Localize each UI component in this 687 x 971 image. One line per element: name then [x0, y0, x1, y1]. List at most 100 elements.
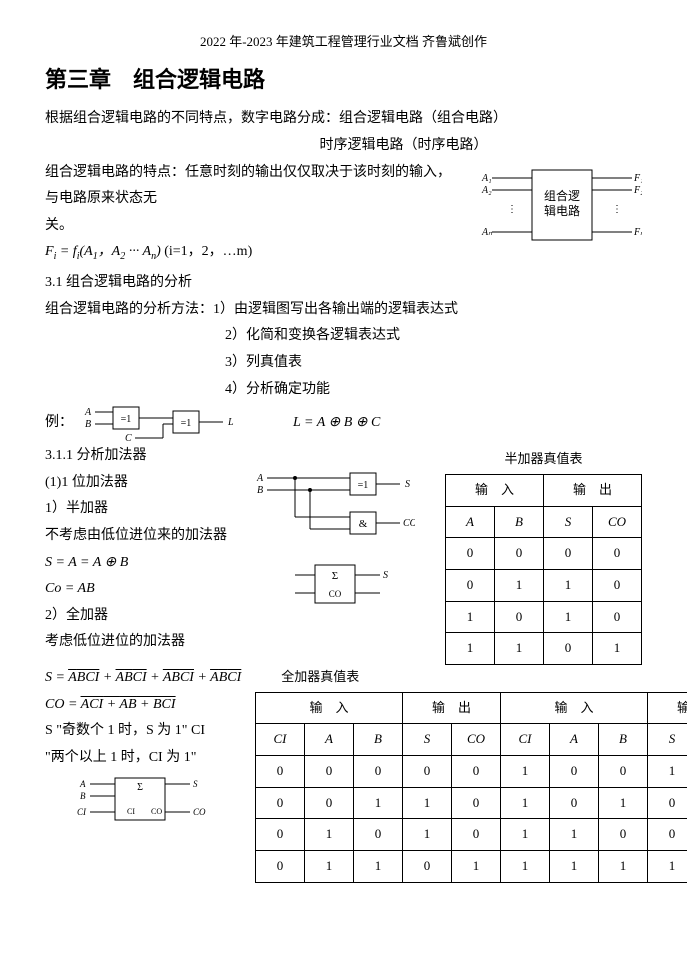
ft-in1: 输 入: [256, 692, 403, 724]
full-col: A: [305, 724, 354, 756]
table-row: 1010: [446, 601, 642, 633]
ft-in2: 输 入: [501, 692, 648, 724]
cell: 0: [446, 569, 495, 601]
cell: 1: [354, 787, 403, 819]
example-eq: L = A ⊕ B ⊕ C: [293, 410, 380, 437]
f-F: F: [45, 244, 54, 259]
cell: 0: [495, 538, 544, 570]
full-note-1: S "奇数个 1 时，S 为 1" CI: [45, 718, 245, 745]
cell: 1: [501, 851, 550, 883]
half-col: S: [544, 506, 593, 538]
block-diagram: 组合逻 辑电路 A₁ A₂ ⋮ Aₙ F₁ F₂ ⋮ Fₘ: [472, 160, 642, 255]
cell: 0: [599, 819, 648, 851]
svg-text:L: L: [227, 417, 234, 428]
full-col: S: [403, 724, 452, 756]
svg-text:B: B: [85, 419, 91, 430]
ht-out: 输 出: [544, 474, 642, 506]
sigma-box: Σ CO S: [285, 557, 405, 612]
ht-in: 输 入: [446, 474, 544, 506]
svg-text:⋮: ⋮: [507, 204, 517, 215]
fS-pre: S =: [45, 670, 68, 685]
cell: 1: [403, 819, 452, 851]
step-4: 4）分析确定功能: [225, 377, 642, 404]
cell: 1: [305, 851, 354, 883]
half-col: B: [495, 506, 544, 538]
table-row: 1101: [446, 633, 642, 665]
svg-text:A₂: A₂: [481, 185, 492, 196]
cell: 0: [495, 601, 544, 633]
cell: 0: [305, 756, 354, 788]
chapter-title: 第三章 组合逻辑电路: [45, 59, 642, 101]
cell: 0: [354, 756, 403, 788]
cell: 0: [446, 538, 495, 570]
cell: 0: [403, 756, 452, 788]
feature-line-b: 关。: [45, 213, 462, 240]
full-note-2: "两个以上 1 时，CI 为 1": [45, 745, 245, 772]
full-CO-eq: CO = ACI + AB + BCI: [45, 692, 245, 719]
cell: 0: [256, 819, 305, 851]
cell: 0: [452, 787, 501, 819]
half-eq1: S = A = A ⊕ B: [45, 550, 245, 577]
cell: 0: [452, 756, 501, 788]
cell: 0: [593, 601, 642, 633]
analysis-method: 组合逻辑电路的分析方法：1）由逻辑图写出各输出端的逻辑表达式: [45, 297, 642, 324]
cell: 0: [544, 633, 593, 665]
svg-text:A: A: [84, 407, 92, 418]
cell: 0: [305, 787, 354, 819]
half-table-caption: 半加器真值表: [445, 447, 642, 472]
half-adder-circuit: A B =1 S & CO: [255, 469, 415, 549]
full-col: B: [599, 724, 648, 756]
f-rest: ，A: [98, 244, 121, 259]
cell: 1: [446, 633, 495, 665]
cell: 0: [256, 851, 305, 883]
full-label: 2）全加器: [45, 603, 245, 630]
ft-out1: 输 出: [403, 692, 501, 724]
cell: 1: [495, 569, 544, 601]
cell: 0: [452, 819, 501, 851]
full-table-caption: 全加器真值表: [281, 665, 359, 690]
cell: 1: [550, 851, 599, 883]
cell: 1: [452, 851, 501, 883]
cell: 1: [446, 601, 495, 633]
fS-3: ABCI: [163, 670, 194, 685]
full-col: B: [354, 724, 403, 756]
cell: 0: [550, 787, 599, 819]
half-eq2: Co = AB: [45, 576, 245, 603]
table-row: 0000: [446, 538, 642, 570]
cell: 1: [501, 819, 550, 851]
svg-text:=1: =1: [121, 414, 132, 425]
f-p1: (A: [79, 244, 92, 259]
feature-line: 组合逻辑电路的特点：任意时刻的输出仅仅取决于该时刻的输入，与电路原来状态无: [45, 160, 462, 213]
sec-3-1: 3.1 组合逻辑电路的分析: [45, 270, 462, 297]
svg-text:&: &: [359, 518, 368, 530]
cell: 1: [648, 851, 687, 883]
fS-1: ABCI: [68, 670, 99, 685]
half-label: 1）半加器: [45, 496, 245, 523]
svg-text:C: C: [125, 433, 132, 443]
cell: 1: [305, 819, 354, 851]
f-tail: (i=1，2，…m): [161, 244, 253, 259]
sec-1bit: (1)1 位加法器: [45, 470, 245, 497]
table-row: 0110: [446, 569, 642, 601]
cell: 0: [403, 851, 452, 883]
cell: 1: [544, 601, 593, 633]
full-col: CI: [256, 724, 305, 756]
box-label-2: 辑电路: [544, 203, 580, 218]
svg-text:=1: =1: [181, 418, 192, 429]
half-col: A: [446, 506, 495, 538]
full-S-eq: S = ABCI + ABCI + ABCI + ABCI: [45, 665, 241, 692]
cell: 1: [599, 787, 648, 819]
cell: 1: [599, 851, 648, 883]
cell: 1: [648, 756, 687, 788]
table-row: 0110111111: [256, 851, 687, 883]
cell: 1: [593, 633, 642, 665]
svg-text:B: B: [80, 791, 86, 801]
cell: 0: [648, 787, 687, 819]
svg-text:A: A: [79, 779, 86, 789]
cell: 0: [256, 787, 305, 819]
full-col: CO: [452, 724, 501, 756]
svg-text:CI: CI: [127, 807, 135, 816]
full-col: S: [648, 724, 687, 756]
cell: 1: [501, 756, 550, 788]
step-2: 2）化简和变换各逻辑表达式: [225, 323, 642, 350]
